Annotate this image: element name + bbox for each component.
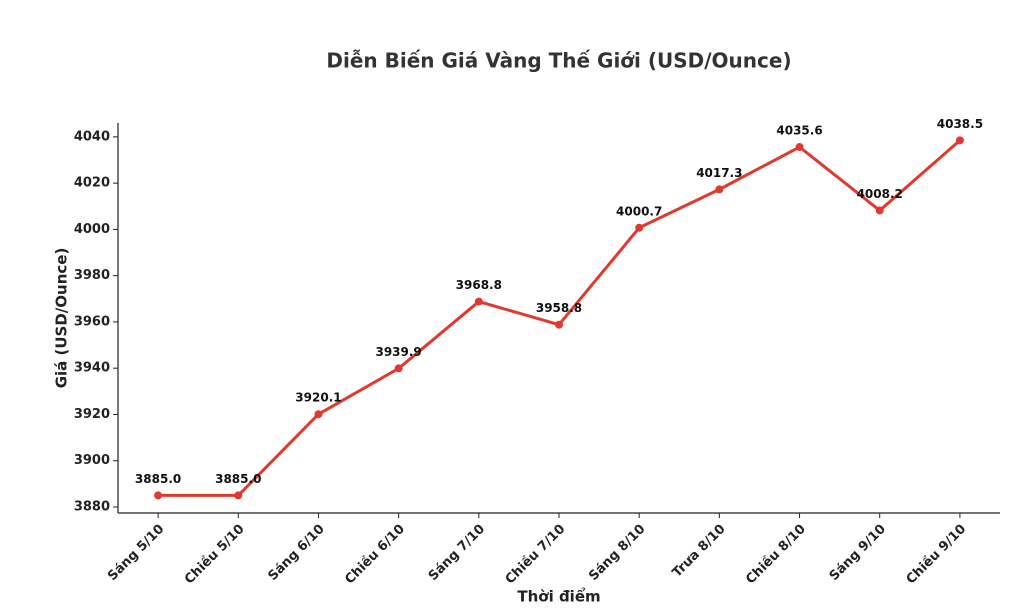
value-label: 4038.5 [937,117,983,131]
point [394,364,403,373]
x-tick-label: Sáng 7/10 [426,522,488,584]
value-label: 3885.0 [215,472,261,486]
y-axis-label: Giá (USD/Ounce) [53,248,71,389]
point [154,491,163,500]
y-tick-label: 3960 [74,314,110,329]
y-tick-label: 4000 [74,222,110,237]
y-tick-label: 4040 [74,129,110,144]
point [715,185,724,194]
value-label: 3968.8 [456,278,502,292]
point [635,223,644,232]
x-tick-label: Sáng 9/10 [827,522,889,584]
point [314,410,323,419]
y-tick-label: 3880 [74,499,110,514]
value-label: 3920.1 [295,391,341,405]
x-tick-label: Chiều 7/10 [503,522,569,588]
value-label: 4017.3 [696,166,742,180]
y-tick-label: 4020 [74,176,110,191]
line [158,139,961,497]
value-label: 4008.2 [857,187,903,201]
chart-title: Diễn Biến Giá Vàng Thế Giới (USD/Ounce) [326,49,791,73]
value-label: 3939.9 [375,345,421,359]
value-label: 3885.0 [135,472,181,486]
value-label: 4035.6 [776,124,822,138]
x-tick-label: Chiều 6/10 [342,522,408,588]
point [474,297,483,306]
y-tick-label: 3980 [74,268,110,283]
point [555,320,563,329]
x-tick-label: Chiều 5/10 [182,522,248,588]
y-tick-label: 3940 [74,361,110,376]
point [234,491,243,500]
x-tick-label: Trưa 8/10 [670,522,729,581]
x-tick-label: Sáng 6/10 [265,522,327,584]
x-tick-label: Sáng 8/10 [586,522,648,584]
point [875,206,884,215]
value-label: 3958.8 [536,301,582,315]
point [955,136,964,145]
x-tick-label: Chiều 8/10 [743,522,809,588]
value-label: 4000.7 [616,204,662,218]
x-tick-label: Sáng 5/10 [105,522,167,584]
y-tick-label: 3920 [74,407,110,422]
point [795,143,804,152]
y-tick-label: 3900 [74,453,110,468]
x-axis-label: Thời điểm [517,587,600,606]
x-tick-label: Chiều 9/10 [904,522,970,588]
